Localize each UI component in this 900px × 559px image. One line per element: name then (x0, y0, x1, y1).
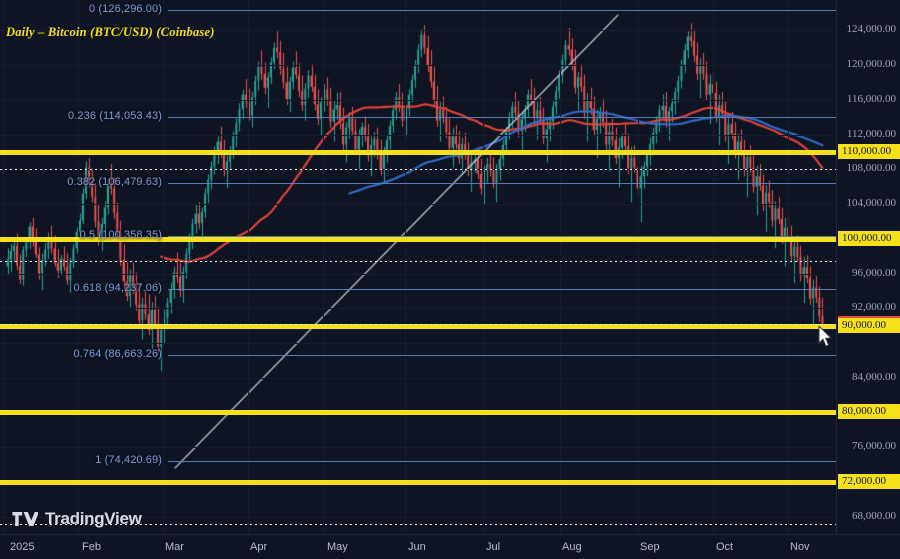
dotted-price-line (0, 169, 836, 170)
vertical-gridline (713, 0, 714, 534)
price-candlestick-canvas (0, 0, 836, 534)
price-axis-tick-label: 96,000.00 (852, 267, 896, 279)
fib-level-label: 0.382 (106,479.63) (67, 176, 162, 188)
horizontal-gridline (0, 308, 836, 309)
horizontal-gridline (0, 343, 836, 344)
vertical-gridline (163, 0, 164, 534)
fib-level-label: 0 (126,296.00) (89, 3, 162, 15)
price-axis[interactable]: 128,000.00 124,000.00 120,000.00 116,000.00… (836, 0, 900, 534)
vertical-gridline (560, 0, 561, 534)
price-level-tag[interactable]: 72,000.00 (838, 474, 900, 489)
price-axis-tick-label: 104,000.00 (846, 197, 897, 209)
horizontal-gridline (0, 517, 836, 518)
support-resistance-band (0, 150, 836, 155)
price-axis-tick-label: 108,000.00 (846, 162, 897, 174)
fib-level-line (168, 289, 836, 290)
price-axis-tick-label: 120,000.00 (846, 58, 897, 70)
time-axis-tick-label: Sep (640, 541, 660, 553)
support-resistance-band (0, 324, 836, 329)
price-level-tag[interactable]: 110,000.00 (838, 144, 900, 159)
time-axis-tick-label: Jun (408, 541, 426, 553)
time-axis-tick-label: Mar (165, 541, 184, 553)
fib-level-line (168, 183, 836, 184)
fib-level-line (168, 10, 836, 11)
fib-level-line (168, 236, 836, 237)
price-level-tag[interactable]: 80,000.00 (838, 404, 900, 419)
chart-title: Daily – Bitcoin (BTC/USD) (Coinbase) (6, 25, 215, 39)
support-resistance-band (0, 410, 836, 415)
horizontal-gridline (0, 65, 836, 66)
vertical-gridline (788, 0, 789, 534)
fib-level-label: 0.764 (86,663.26) (73, 348, 162, 360)
time-axis-tick-label: Jul (486, 541, 501, 553)
vertical-gridline (3, 0, 4, 534)
time-axis-tick-label: Nov (790, 541, 810, 553)
horizontal-gridline (0, 204, 836, 205)
price-level-tag[interactable]: 100,000.00 (838, 231, 900, 246)
price-axis-tick-label: 116,000.00 (846, 93, 896, 105)
dotted-price-line (0, 324, 836, 325)
time-axis-tick-label: Apr (250, 541, 268, 553)
vertical-gridline (483, 0, 484, 534)
horizontal-gridline (0, 274, 836, 275)
support-resistance-band (0, 237, 836, 242)
vertical-gridline (248, 0, 249, 534)
fib-level-line (168, 461, 836, 462)
vertical-gridline (638, 0, 639, 534)
fib-level-line (168, 117, 836, 118)
time-axis-tick-label: 2025 (10, 541, 35, 553)
price-axis-tick-label: 128,000.00 (847, 0, 897, 1)
price-level-tag[interactable]: 90,000.00 (838, 318, 900, 333)
price-axis-tick-label: 92,000.00 (852, 301, 896, 313)
price-axis-tick-label: 76,000.00 (852, 440, 896, 452)
chart-plot-area[interactable]: 0 (126,296.00) 0.236 (114,053.43) 0.382 (1… (0, 0, 836, 534)
horizontal-gridline (0, 378, 836, 379)
tradingview-wordmark: TradingView (45, 509, 142, 528)
fib-level-label: 0.618 (94,237.06) (73, 282, 162, 294)
tradingview-watermark: TradingView (12, 509, 142, 529)
fib-level-label: 0.5 (100,358.35) (79, 229, 162, 241)
horizontal-gridline (0, 135, 836, 136)
time-axis-tick-label: Feb (82, 541, 101, 553)
dotted-price-line (0, 524, 836, 525)
time-axis-tick-label: Oct (716, 541, 734, 553)
price-axis-tick-label: 112,000.00 (846, 128, 896, 140)
horizontal-gridline (0, 447, 836, 448)
vertical-gridline (323, 0, 324, 534)
time-axis-tick-label: Aug (562, 541, 582, 553)
vertical-gridline (405, 0, 406, 534)
tradingview-logo-icon (12, 512, 39, 526)
horizontal-gridline (0, 30, 836, 31)
fib-level-line (168, 355, 836, 356)
dotted-price-line (0, 261, 836, 262)
vertical-gridline (78, 0, 79, 534)
fib-level-label: 0.236 (114,053.43) (68, 110, 162, 122)
time-axis[interactable]: 2025 Feb Mar Apr May Jun Jul Aug Sep Oct Nov (0, 534, 900, 559)
time-axis-tick-label: May (327, 541, 348, 553)
fib-level-label: 1 (74,420.69) (95, 454, 162, 466)
price-axis-tick-label: 84,000.00 (852, 371, 896, 383)
price-axis-separator (836, 0, 837, 534)
horizontal-gridline (0, 100, 836, 101)
price-axis-tick-label: 68,000.00 (852, 510, 896, 522)
price-axis-tick-label: 124,000.00 (846, 23, 897, 35)
support-resistance-band (0, 480, 836, 485)
